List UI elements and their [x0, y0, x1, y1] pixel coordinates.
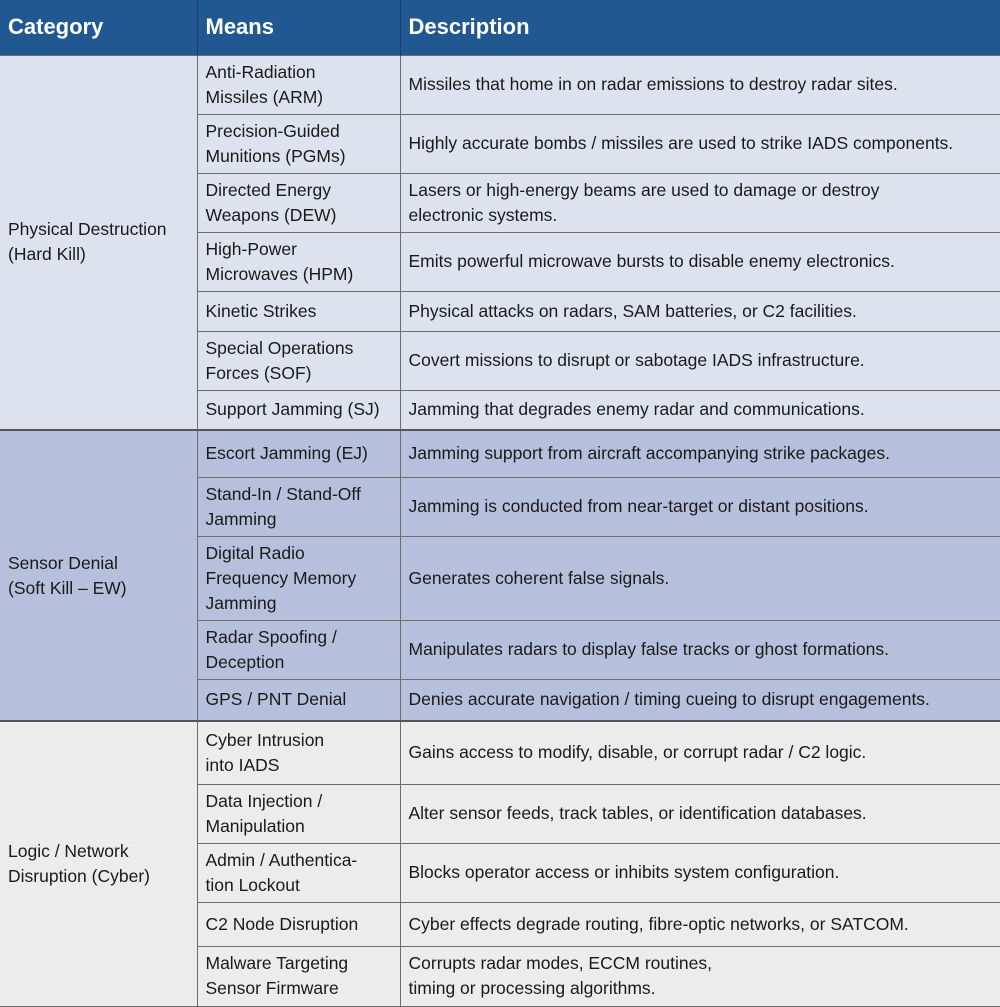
table-row: Kinetic Strikes Physical attacks on rada… — [0, 290, 1000, 332]
category-cell: Sensor Denial (Soft Kill – EW) — [0, 429, 198, 722]
means-cell: Stand-In / Stand-Off Jamming — [197, 476, 401, 537]
table-row: C2 Node Disruption Cyber effects degrade… — [0, 901, 1000, 947]
description-cell: Jamming that degrades enemy radar and co… — [399, 389, 1000, 431]
means-cell: Special Operations Forces (SOF) — [197, 330, 401, 391]
description-cell: Highly accurate bombs / missiles are use… — [399, 113, 1000, 174]
means-cell: Cyber Intrusion into IADS — [196, 720, 401, 785]
description-cell: Corrupts radar modes, ECCM routines, tim… — [399, 945, 1000, 1007]
means-cell: GPS / PNT Denial — [197, 678, 401, 722]
table-row: GPS / PNT Denial Denies accurate navigat… — [0, 678, 1000, 722]
description-cell: Emits powerful microwave bursts to disab… — [399, 231, 1000, 292]
means-cell: Anti-Radiation Missiles (ARM) — [196, 54, 401, 115]
table-row: Stand-In / Stand-Off Jamming Jamming is … — [0, 476, 1000, 537]
description-cell: Physical attacks on radars, SAM batterie… — [399, 290, 1000, 332]
table-row: Logic / Network Disruption (Cyber) Cyber… — [0, 720, 1000, 1007]
means-cell: Data Injection / Manipulation — [197, 783, 401, 844]
means-cell: Radar Spoofing / Deception — [197, 619, 401, 680]
table-row: Directed Energy Weapons (DEW) Lasers or … — [0, 172, 1000, 233]
means-cell: Malware Targeting Sensor Firmware — [197, 945, 401, 1007]
description-cell: Lasers or high-energy beams are used to … — [399, 172, 1000, 233]
category-cell: Logic / Network Disruption (Cyber) — [0, 720, 198, 1007]
means-cell: Support Jamming (SJ) — [197, 389, 401, 431]
description-cell: Covert missions to disrupt or sabotage I… — [399, 330, 1000, 391]
description-cell: Cyber effects degrade routing, fibre-opt… — [399, 901, 1000, 947]
means-cell: Precision-Guided Munitions (PGMs) — [197, 113, 401, 174]
table-row: Physical Destruction (Hard Kill) Anti-Ra… — [0, 54, 1000, 431]
category-cell: Physical Destruction (Hard Kill) — [0, 54, 198, 431]
table-row: Admin / Authentica- tion Lockout Blocks … — [0, 842, 1000, 903]
header-description: Description — [400, 0, 1000, 55]
means-cell: Admin / Authentica- tion Lockout — [197, 842, 401, 903]
means-cell: C2 Node Disruption — [197, 901, 401, 947]
header-means: Means — [197, 0, 401, 55]
table-body: Physical Destruction (Hard Kill) Anti-Ra… — [0, 54, 1000, 1007]
description-cell: Blocks operator access or inhibits syste… — [399, 842, 1000, 903]
description-cell: Missiles that home in on radar emissions… — [399, 54, 1000, 115]
description-cell: Alter sensor feeds, track tables, or ide… — [399, 783, 1000, 844]
table-row: Sensor Denial (Soft Kill – EW) Escort Ja… — [0, 429, 1000, 722]
header-category: Category — [0, 0, 198, 55]
means-cell: Kinetic Strikes — [197, 290, 401, 332]
table-row: Support Jamming (SJ) Jamming that degrad… — [0, 389, 1000, 431]
header-row: Category Means Description — [0, 0, 1000, 55]
description-cell: Jamming is conducted from near-target or… — [399, 476, 1000, 537]
table-row: Digital Radio Frequency Memory Jamming G… — [0, 535, 1000, 621]
description-cell: Generates coherent false signals. — [399, 535, 1000, 621]
means-cell: Digital Radio Frequency Memory Jamming — [197, 535, 401, 621]
table-row: Radar Spoofing / Deception Manipulates r… — [0, 619, 1000, 680]
means-cell: Escort Jamming (EJ) — [196, 429, 401, 478]
table-row: Special Operations Forces (SOF) Covert m… — [0, 330, 1000, 391]
table-row: Data Injection / Manipulation Alter sens… — [0, 783, 1000, 844]
table-row: High-Power Microwaves (HPM) Emits powerf… — [0, 231, 1000, 292]
description-cell: Jamming support from aircraft accompanyi… — [399, 429, 1000, 478]
table-row: Precision-Guided Munitions (PGMs) Highly… — [0, 113, 1000, 174]
description-cell: Denies accurate navigation / timing cuei… — [399, 678, 1000, 722]
table-header: Category Means Description — [0, 0, 1000, 55]
means-cell: High-Power Microwaves (HPM) — [197, 231, 401, 292]
table-row: Malware Targeting Sensor Firmware Corrup… — [0, 945, 1000, 1007]
description-cell: Manipulates radars to display false trac… — [399, 619, 1000, 680]
means-cell: Directed Energy Weapons (DEW) — [197, 172, 401, 233]
description-cell: Gains access to modify, disable, or corr… — [399, 720, 1000, 785]
